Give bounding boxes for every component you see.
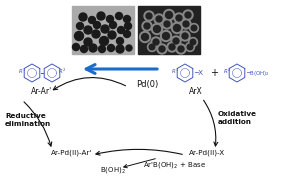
Circle shape — [149, 44, 155, 50]
Circle shape — [180, 31, 190, 41]
Circle shape — [92, 30, 100, 38]
Circle shape — [153, 26, 161, 33]
Circle shape — [93, 22, 100, 29]
Circle shape — [116, 12, 123, 19]
Circle shape — [164, 9, 175, 20]
Circle shape — [169, 44, 175, 50]
Circle shape — [79, 13, 87, 21]
Text: Oxidative
addition: Oxidative addition — [218, 111, 257, 125]
Circle shape — [107, 44, 114, 51]
Circle shape — [100, 36, 109, 46]
Circle shape — [189, 23, 198, 33]
Circle shape — [153, 39, 159, 45]
Text: +: + — [210, 68, 218, 78]
Circle shape — [109, 22, 116, 29]
Circle shape — [159, 46, 165, 52]
Circle shape — [191, 25, 197, 31]
Text: Ar-Pd(II)-X: Ar-Pd(II)-X — [189, 150, 225, 156]
Circle shape — [148, 43, 157, 51]
Bar — [138, 6, 200, 54]
Text: Reductive
elimination: Reductive elimination — [5, 113, 51, 127]
Circle shape — [183, 21, 189, 27]
Circle shape — [142, 21, 152, 31]
Text: $R^2$: $R^2$ — [58, 66, 66, 76]
Circle shape — [162, 19, 172, 29]
Circle shape — [139, 32, 150, 43]
Circle shape — [176, 15, 182, 21]
Circle shape — [171, 22, 182, 33]
Circle shape — [161, 30, 171, 42]
Circle shape — [167, 42, 177, 52]
Circle shape — [107, 15, 113, 22]
Circle shape — [144, 11, 154, 21]
Circle shape — [154, 14, 164, 24]
Text: $R^2$: $R^2$ — [223, 66, 231, 76]
Circle shape — [116, 45, 124, 53]
Circle shape — [185, 43, 194, 51]
Circle shape — [187, 44, 193, 50]
Text: Ar-Pd(II)-Ar': Ar-Pd(II)-Ar' — [51, 150, 93, 156]
Circle shape — [74, 32, 84, 40]
Circle shape — [108, 31, 116, 39]
Circle shape — [183, 10, 193, 20]
Circle shape — [182, 33, 188, 39]
Text: $R^1$: $R^1$ — [18, 66, 26, 76]
Circle shape — [173, 25, 180, 32]
Text: Ar'B(OH)$_2$ + Base: Ar'B(OH)$_2$ + Base — [143, 160, 207, 170]
Text: $R^1$: $R^1$ — [171, 66, 179, 76]
Circle shape — [152, 23, 162, 35]
Circle shape — [72, 43, 79, 50]
Circle shape — [156, 16, 162, 22]
Circle shape — [190, 39, 196, 45]
Circle shape — [174, 13, 184, 23]
Circle shape — [141, 33, 148, 40]
Circle shape — [118, 26, 125, 33]
Circle shape — [173, 38, 179, 44]
Circle shape — [101, 25, 109, 33]
Circle shape — [84, 38, 92, 46]
Circle shape — [171, 36, 181, 46]
Text: B(OH)$_2$: B(OH)$_2$ — [100, 165, 126, 175]
Circle shape — [81, 46, 88, 53]
Circle shape — [157, 44, 167, 54]
Text: ArX: ArX — [189, 87, 203, 95]
Circle shape — [77, 22, 84, 29]
Text: ─X: ─X — [194, 70, 203, 76]
Circle shape — [151, 37, 161, 47]
Circle shape — [144, 23, 150, 29]
Text: Pd(0): Pd(0) — [136, 80, 158, 88]
Text: ─B(OH)$_2$: ─B(OH)$_2$ — [246, 68, 270, 77]
Circle shape — [146, 13, 152, 19]
Circle shape — [166, 12, 173, 19]
Circle shape — [88, 16, 95, 23]
Circle shape — [189, 37, 198, 46]
Circle shape — [164, 21, 170, 27]
Circle shape — [98, 46, 106, 53]
Circle shape — [125, 22, 132, 29]
Circle shape — [116, 37, 123, 44]
Circle shape — [126, 45, 132, 51]
Text: Ar-Ar': Ar-Ar' — [31, 87, 53, 95]
Circle shape — [97, 12, 105, 20]
Circle shape — [123, 15, 130, 22]
Circle shape — [162, 33, 169, 40]
Bar — [72, 6, 134, 54]
Circle shape — [123, 30, 130, 37]
Circle shape — [185, 12, 191, 18]
Circle shape — [84, 26, 92, 34]
Circle shape — [178, 46, 184, 52]
Circle shape — [176, 44, 186, 54]
Circle shape — [181, 19, 191, 29]
Circle shape — [89, 44, 97, 52]
